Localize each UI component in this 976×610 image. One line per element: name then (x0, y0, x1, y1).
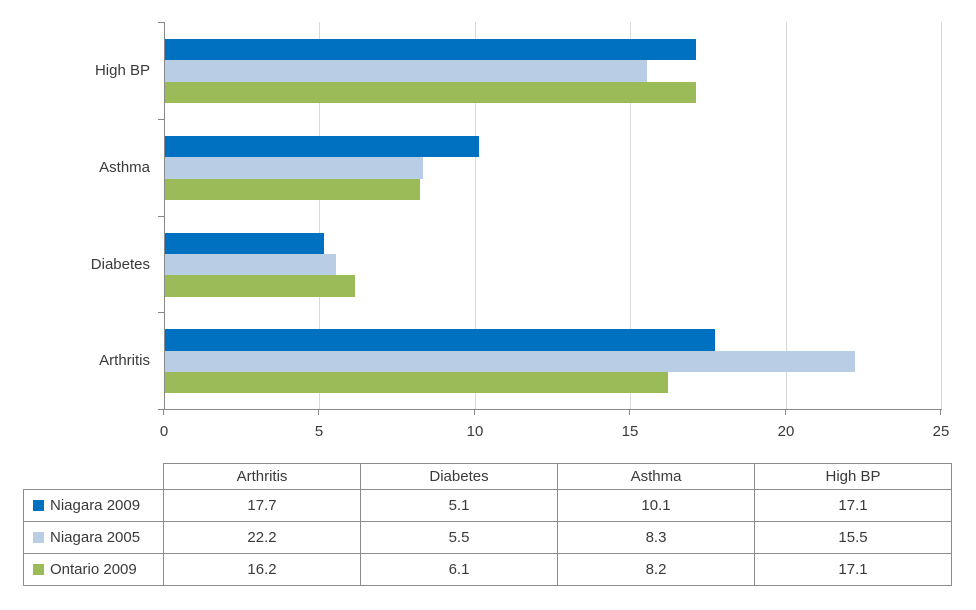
legend-label: Niagara 2005 (50, 529, 141, 546)
table-header-row: Arthritis Diabetes Asthma High BP (24, 463, 952, 490)
bar (165, 351, 855, 372)
bar (165, 136, 479, 157)
gridline (630, 22, 632, 409)
category-label: High BP (94, 62, 150, 79)
y-axis-tick (158, 119, 164, 120)
bar (165, 275, 355, 297)
category-label: Asthma (99, 159, 150, 176)
table-cell: 16.2 (163, 553, 361, 586)
x-tick-label: 0 (159, 423, 169, 440)
y-axis-tick (158, 216, 164, 217)
x-tick-label: 20 (777, 423, 795, 440)
legend-swatch (33, 532, 44, 543)
y-axis-tick (158, 312, 164, 313)
x-axis-tick (940, 410, 941, 415)
legend-label: Niagara 2009 (50, 497, 141, 514)
table-cell: 6.1 (360, 553, 558, 586)
category-label: Diabetes (90, 256, 150, 273)
bar (165, 60, 647, 82)
x-tick-label: 10 (466, 423, 484, 440)
bar (165, 39, 697, 60)
gridline (785, 22, 787, 409)
table-cell: 15.5 (754, 521, 952, 554)
table-header-cell: Asthma (557, 463, 755, 490)
table-header-cell: Arthritis (163, 463, 361, 490)
legend-swatch (33, 500, 44, 511)
bar (165, 233, 324, 254)
x-axis-tick (629, 410, 630, 415)
legend-label: Ontario 2009 (50, 561, 137, 578)
corner-cell (24, 464, 164, 490)
x-axis-tick (785, 410, 786, 415)
legend-cell: Niagara 2005 (23, 521, 164, 554)
table-cell: 5.5 (360, 521, 558, 554)
category-label: Arthritis (99, 352, 150, 369)
gridline (319, 22, 321, 409)
plot-area (164, 22, 942, 410)
bar-chart: High BP Asthma Diabetes Arthritis 0 5 10 15 20 2… (90, 22, 950, 440)
table-cell: 17.7 (163, 489, 361, 522)
y-axis-tick (158, 409, 164, 410)
y-axis-tick (158, 22, 164, 23)
table-header-cell: High BP (754, 463, 952, 490)
bar (165, 157, 423, 179)
bar (165, 372, 669, 393)
x-tick-label: 5 (314, 423, 324, 440)
bar (165, 179, 420, 200)
table-cell: 8.3 (557, 521, 755, 554)
legend-cell: Ontario 2009 (23, 553, 164, 586)
x-tick-label: 15 (621, 423, 639, 440)
gridline (941, 22, 942, 409)
table-cell: 17.1 (754, 553, 952, 586)
legend-cell: Niagara 2009 (23, 489, 164, 522)
data-table: Arthritis Diabetes Asthma High BP Niagara 20… (23, 463, 952, 586)
x-axis-tick (318, 410, 319, 415)
x-axis-tick (163, 410, 164, 415)
x-axis-tick (474, 410, 475, 415)
bar (165, 254, 336, 275)
bar (165, 82, 697, 103)
table-cell: 17.1 (754, 489, 952, 522)
table-row: Niagara 2009 17.7 5.1 10.1 17.1 (23, 489, 952, 522)
legend-swatch (33, 564, 44, 575)
table-cell: 5.1 (360, 489, 558, 522)
x-tick-label: 25 (932, 423, 950, 440)
bar (165, 329, 716, 351)
gridline (474, 22, 476, 409)
table-cell: 22.2 (163, 521, 361, 554)
table-cell: 10.1 (557, 489, 755, 522)
table-cell: 8.2 (557, 553, 755, 586)
table-row: Ontario 2009 16.2 6.1 8.2 17.1 (23, 553, 952, 586)
table-header-cell: Diabetes (360, 463, 558, 490)
table-row: Niagara 2005 22.2 5.5 8.3 15.5 (23, 521, 952, 554)
